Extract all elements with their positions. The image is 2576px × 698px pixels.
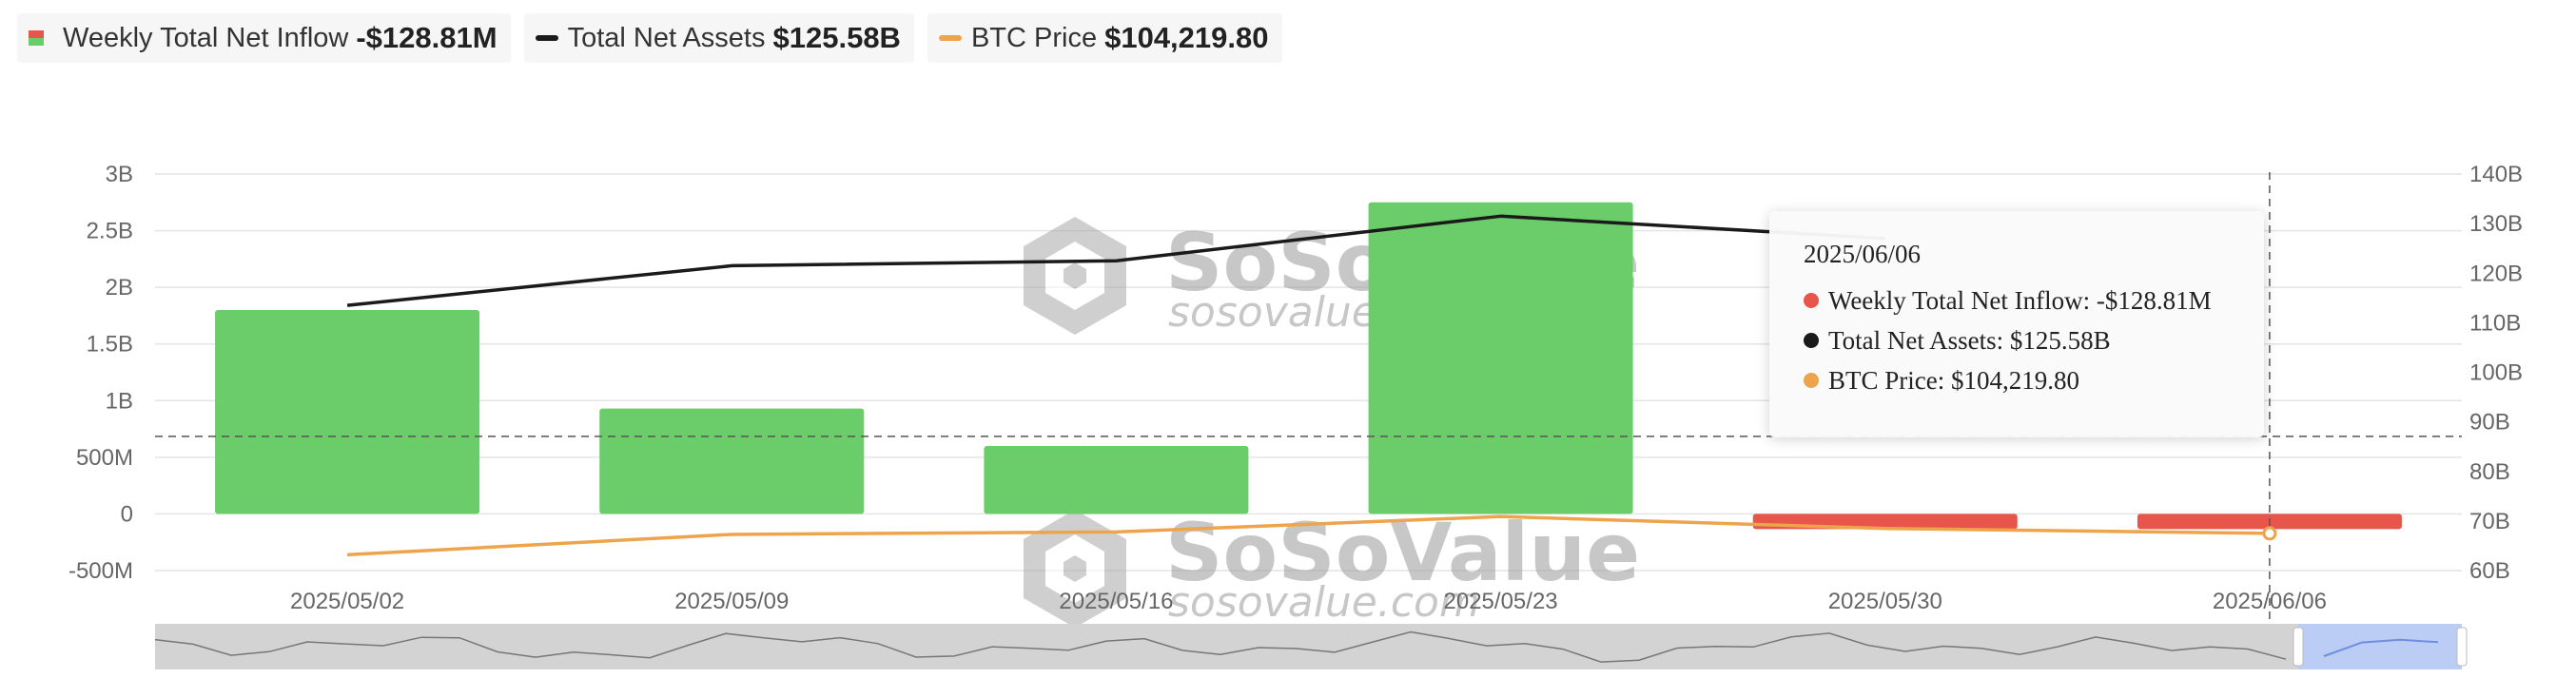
tooltip-date: 2025/06/06 xyxy=(1804,240,1922,268)
zoom-slider-track[interactable] xyxy=(155,624,2462,669)
inflow-legend-icon xyxy=(29,30,44,46)
left-tick-label: 1.5B xyxy=(87,332,133,358)
inflow-bar[interactable] xyxy=(599,408,865,514)
legend-label-price: BTC Price xyxy=(970,22,1098,53)
x-tick-label: 2025/05/02 xyxy=(290,589,404,614)
assets-line-icon xyxy=(535,35,558,41)
right-tick-label: 100B xyxy=(2469,360,2523,386)
right-tick-label: 130B xyxy=(2469,211,2523,237)
left-tick-label: 500M xyxy=(76,445,133,471)
inflow-bar[interactable] xyxy=(984,445,1249,514)
tooltip-value-price: $104,219.80 xyxy=(1951,365,2079,395)
price-hover-point xyxy=(2262,526,2277,541)
x-tick-label: 2025/05/23 xyxy=(1444,589,1558,614)
legend-item-assets[interactable]: Total Net Assets $125.58B xyxy=(523,13,914,63)
price-dot-icon xyxy=(1804,373,1819,388)
inflow-bar[interactable] xyxy=(1368,202,1633,514)
tooltip-label-inflow: Weekly Total Net Inflow: xyxy=(1828,285,2091,315)
chart-tooltip: 2025/06/06 Weekly Total Net Inflow: -$12… xyxy=(1769,211,2264,437)
zoom-slider-selection[interactable] xyxy=(2298,624,2462,669)
right-tick-label: 110B xyxy=(2469,310,2521,336)
right-tick-label: 80B xyxy=(2469,459,2510,485)
left-tick-label: 1B xyxy=(106,388,133,414)
assets-dot-icon xyxy=(1804,333,1819,348)
right-tick-label: 140B xyxy=(2469,162,2523,187)
legend-label-inflow: Weekly Total Net Inflow xyxy=(63,22,349,53)
watermark-url-bottom: sosovalue.com xyxy=(1168,578,1480,627)
legend-value-assets: $125.58B xyxy=(772,21,901,54)
tooltip-label-assets: Total Net Assets: xyxy=(1828,325,2004,355)
left-tick-label: 3B xyxy=(106,162,133,187)
right-tick-label: 120B xyxy=(2469,261,2523,286)
left-tick-label: 2.5B xyxy=(87,219,133,244)
inflow-positive-swatch xyxy=(29,38,44,46)
legend-value-inflow: -$128.81M xyxy=(356,21,498,54)
tooltip-row-inflow: Weekly Total Net Inflow: -$128.81M xyxy=(1804,281,2264,320)
zoom-slider[interactable] xyxy=(154,624,2468,669)
inflow-bar[interactable] xyxy=(215,309,480,514)
left-tick-label: 2B xyxy=(106,275,133,301)
btc-price-line xyxy=(346,514,2270,557)
total-net-assets-line xyxy=(346,214,1885,307)
zoom-slider-preview xyxy=(154,630,2287,663)
right-axis: 60B 70B 80B 90B 100B 110B 120B 130B 140B xyxy=(2469,162,2523,584)
zoom-slider-selection-preview xyxy=(2323,638,2439,657)
x-tick-label: 2025/05/30 xyxy=(1828,589,1942,614)
tooltip-row-assets: Total Net Assets: $125.58B xyxy=(1804,320,2264,360)
price-line-icon xyxy=(938,35,962,41)
left-tick-label: -500M xyxy=(68,558,133,584)
right-tick-label: 60B xyxy=(2469,558,2510,584)
right-tick-label: 90B xyxy=(2469,410,2510,436)
zoom-slider-handle-right[interactable] xyxy=(2456,627,2468,667)
tooltip-row-price: BTC Price: $104,219.80 xyxy=(1804,360,2264,400)
left-tick-label: 0 xyxy=(121,501,133,527)
left-axis: -500M 0 500M 1B 1.5B 2B 2.5B 3B xyxy=(68,162,133,584)
legend-item-price[interactable]: BTC Price $104,219.80 xyxy=(927,13,1282,63)
x-tick-label: 2025/05/16 xyxy=(1059,589,1173,614)
watermark-bottom: SoSoValue sosovalue.com xyxy=(1024,506,1640,628)
chart-legend: Weekly Total Net Inflow -$128.81M Total … xyxy=(17,13,1282,65)
tooltip-value-inflow: -$128.81M xyxy=(2096,285,2212,315)
series-lines xyxy=(346,214,2270,557)
inflow-dot-icon xyxy=(1804,293,1819,308)
legend-item-inflow[interactable]: Weekly Total Net Inflow -$128.81M xyxy=(17,13,511,63)
legend-label-assets: Total Net Assets xyxy=(567,22,766,53)
right-tick-label: 70B xyxy=(2469,509,2510,534)
zoom-slider-handle-left[interactable] xyxy=(2293,627,2304,667)
tooltip-value-assets: $125.58B xyxy=(2009,325,2111,355)
x-tick-label: 2025/05/09 xyxy=(674,589,789,614)
grid-lines xyxy=(155,173,2462,572)
inflow-negative-swatch xyxy=(29,30,44,38)
legend-value-price: $104,219.80 xyxy=(1104,21,1269,54)
tooltip-label-price: BTC Price: xyxy=(1828,365,1945,395)
